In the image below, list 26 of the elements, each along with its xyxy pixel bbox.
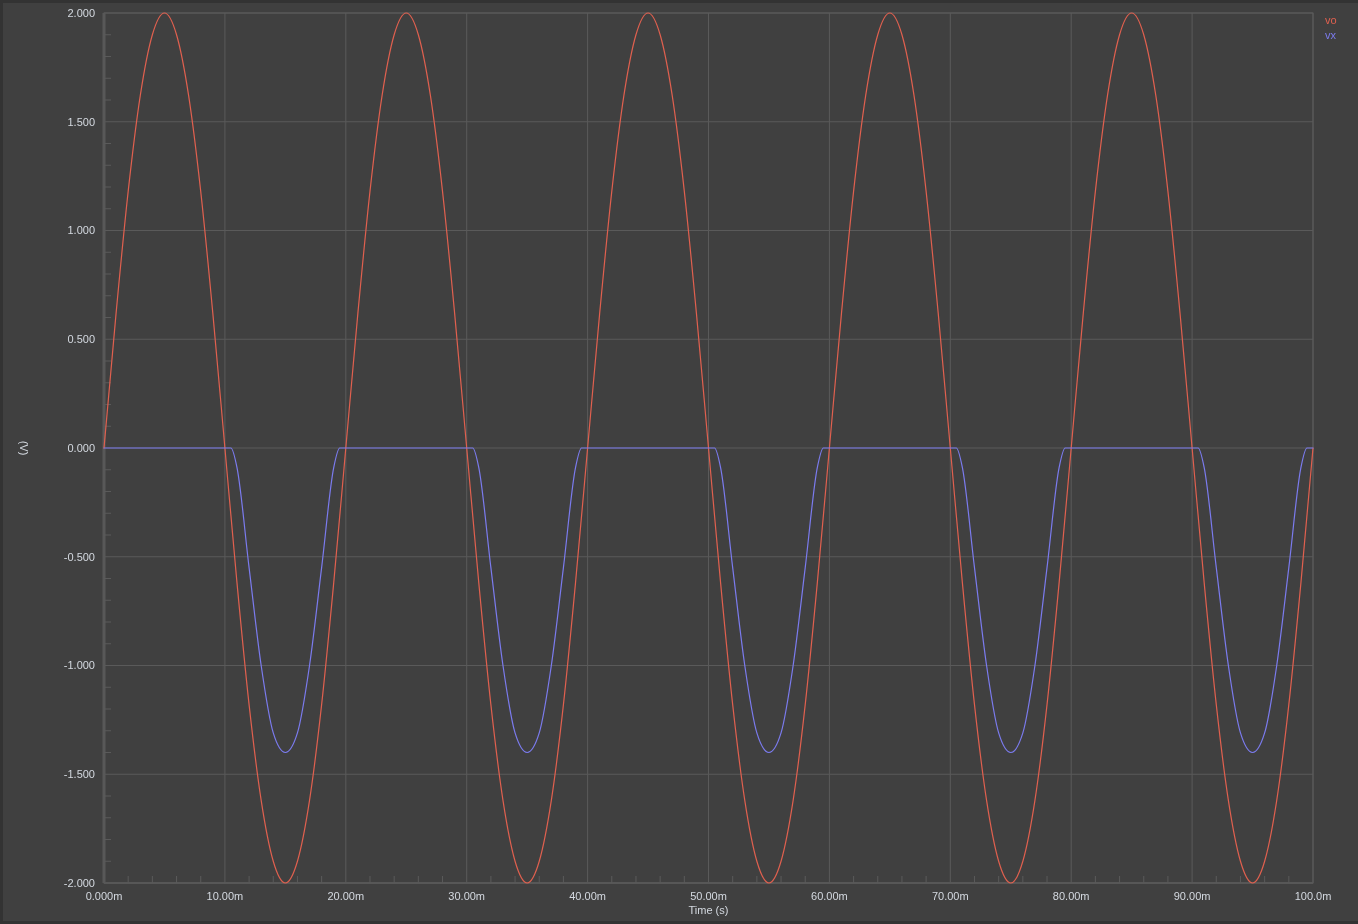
x-tick-label: 90.00m [1173,890,1211,902]
x-tick-label: 30.00m [448,890,486,902]
y-tick-label: 2.000 [67,6,95,19]
x-axis-title: Time (s) [688,904,729,916]
text: vo [1325,14,1337,26]
y-axis-title: (V) [18,440,30,456]
y-tick-label: -1.500 [63,768,95,781]
x-tick-label: 50.00m [690,890,727,902]
x-tick-label: 80.00m [1052,890,1090,902]
x-tick-label: 10.00m [206,890,244,902]
y-tick-label: 0.000 [67,441,95,454]
y-tick-label: -1.000 [63,659,95,672]
y-tick-label: -2.000 [63,876,95,889]
x-tick-label: 0.000m [85,890,123,902]
line-series [103,447,1314,754]
x-tick-label: 40.00m [569,890,606,902]
y-tick-label: 1.500 [67,115,95,128]
y-tick-label: -0.500 [63,550,95,563]
line-series [103,12,1314,884]
x-tick-label: 100.0m [1294,890,1332,902]
y-tick-label: 0.500 [67,333,95,346]
y-tick-label: 1.000 [67,224,95,237]
x-tick-label: 20.00m [327,890,365,902]
x-tick-label: 60.00m [811,890,848,902]
text: vx [1325,29,1337,41]
x-tick-label: 70.00m [931,890,969,902]
